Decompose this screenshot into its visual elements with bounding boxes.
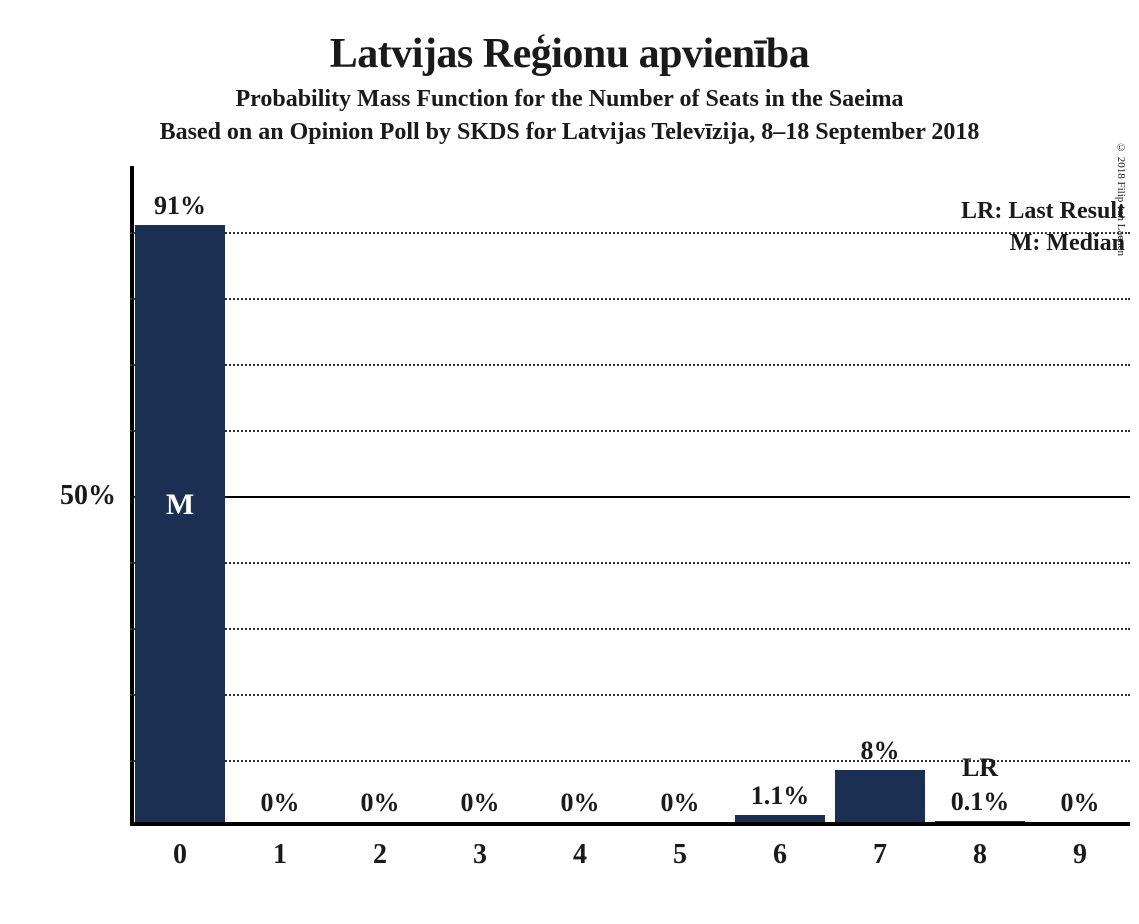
x-tick-label-9: 9 bbox=[1073, 839, 1087, 871]
bar-value-label-3: 0% bbox=[461, 788, 500, 818]
legend-last-result: LR: Last Result bbox=[961, 198, 1125, 225]
x-tick-label-3: 3 bbox=[473, 839, 487, 871]
bar-value-label-1: 0% bbox=[261, 788, 300, 818]
bar-value-label-5: 0% bbox=[661, 788, 700, 818]
y-tick-label-50: 50% bbox=[60, 480, 116, 512]
bar-value-label-0: 91% bbox=[154, 191, 206, 221]
gridline-20 bbox=[130, 694, 1130, 696]
chart-subtitle-1: Probability Mass Function for the Number… bbox=[50, 86, 1089, 113]
x-tick-label-2: 2 bbox=[373, 839, 387, 871]
chart-subtitle-2: Based on an Opinion Poll by SKDS for Lat… bbox=[50, 119, 1089, 146]
gridline-70 bbox=[130, 364, 1130, 366]
copyright-text: © 2018 Filip van Laenen bbox=[1115, 142, 1127, 256]
x-tick-label-0: 0 bbox=[173, 839, 187, 871]
legend-median: M: Median bbox=[1010, 230, 1125, 257]
median-marker: M bbox=[166, 488, 194, 522]
bar-value-label-6: 1.1% bbox=[751, 781, 810, 811]
bar-8 bbox=[935, 821, 1025, 822]
gridline-80 bbox=[130, 298, 1130, 300]
x-axis-line bbox=[130, 822, 1130, 826]
last-result-marker: LR bbox=[962, 753, 998, 783]
gridline-40 bbox=[130, 562, 1130, 564]
bar-value-label-7: 8% bbox=[861, 736, 900, 766]
gridline-30 bbox=[130, 628, 1130, 630]
x-tick-label-1: 1 bbox=[273, 839, 287, 871]
bar-value-label-9: 0% bbox=[1061, 788, 1100, 818]
bar-6 bbox=[735, 815, 825, 822]
x-tick-label-7: 7 bbox=[873, 839, 887, 871]
x-tick-label-8: 8 bbox=[973, 839, 987, 871]
gridline-60 bbox=[130, 430, 1130, 432]
gridline-90 bbox=[130, 232, 1130, 234]
bar-value-label-4: 0% bbox=[561, 788, 600, 818]
bar-value-label-2: 0% bbox=[361, 788, 400, 818]
chart-title: Latvijas Reģionu apvienība bbox=[50, 30, 1089, 78]
gridline-50 bbox=[130, 496, 1130, 498]
bar-0 bbox=[135, 225, 225, 822]
x-tick-label-5: 5 bbox=[673, 839, 687, 871]
bar-value-label-8: 0.1% bbox=[951, 787, 1010, 817]
x-tick-label-4: 4 bbox=[573, 839, 587, 871]
x-tick-label-6: 6 bbox=[773, 839, 787, 871]
chart-plot-area: 50%LR: Last ResultM: Median91%M00%10%20%… bbox=[130, 166, 1130, 826]
bar-7 bbox=[835, 770, 925, 822]
